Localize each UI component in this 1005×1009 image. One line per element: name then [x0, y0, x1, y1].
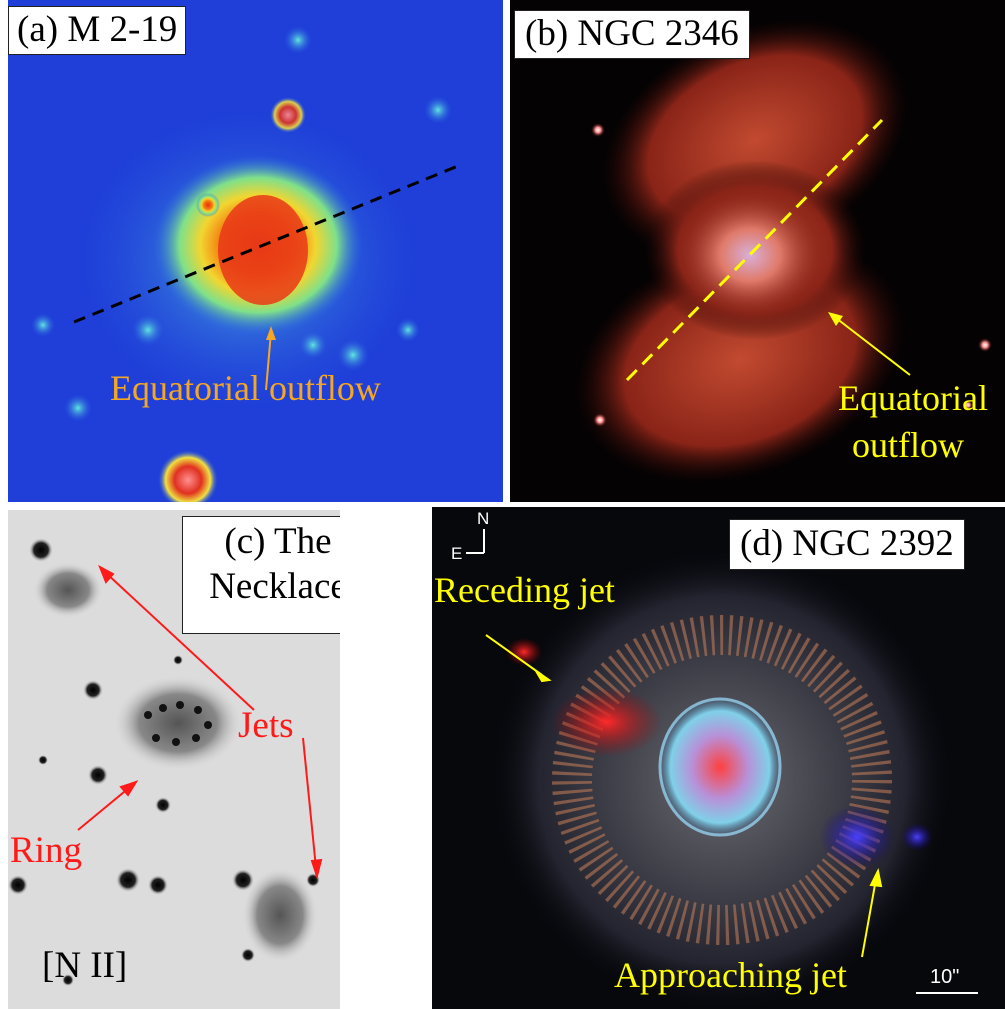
panel-c-title: (c) The Necklace: [182, 516, 340, 634]
panel-d-title: (d) NGC 2392: [729, 519, 965, 570]
necklace-image: [8, 510, 340, 1009]
jets-label: Jets: [238, 705, 294, 746]
approaching-jet-label: Approaching jet: [614, 955, 847, 995]
panel-d-ngc2392: N E (d) NGC 2392 Receding jet Approachin…: [432, 507, 1005, 1009]
panel-c-title-line1: (c) The: [224, 521, 332, 562]
ngc2392-image: [432, 507, 1005, 1009]
panel-c-necklace: (c) The Necklace Jets Ring [N II]: [8, 510, 340, 1009]
compass-n-label: N: [477, 509, 490, 528]
equatorial-label-line2: outflow: [852, 425, 964, 465]
scale-bar-label: 10": [930, 966, 960, 988]
filter-label: [N II]: [42, 945, 128, 986]
equatorial-label-line1: Equatorial: [838, 378, 988, 418]
m2-19-image: [8, 0, 503, 502]
panel-a-title: (a) M 2-19: [8, 6, 187, 55]
equatorial-outflow-label: Equatorial outflow: [110, 368, 381, 408]
receding-jet-label: Receding jet: [434, 570, 615, 610]
panel-c-title-line2: Necklace: [209, 566, 340, 607]
ring-label: Ring: [10, 830, 82, 871]
panel-a-m2-19: (a) M 2-19 Equatorial outflow: [8, 0, 503, 502]
panel-b-title: (b) NGC 2346: [514, 10, 750, 59]
ngc2346-image: [510, 0, 1005, 502]
panel-b-ngc2346: (b) NGC 2346 Equatorial outflow: [510, 0, 1005, 502]
compass-e-label: E: [451, 544, 463, 563]
